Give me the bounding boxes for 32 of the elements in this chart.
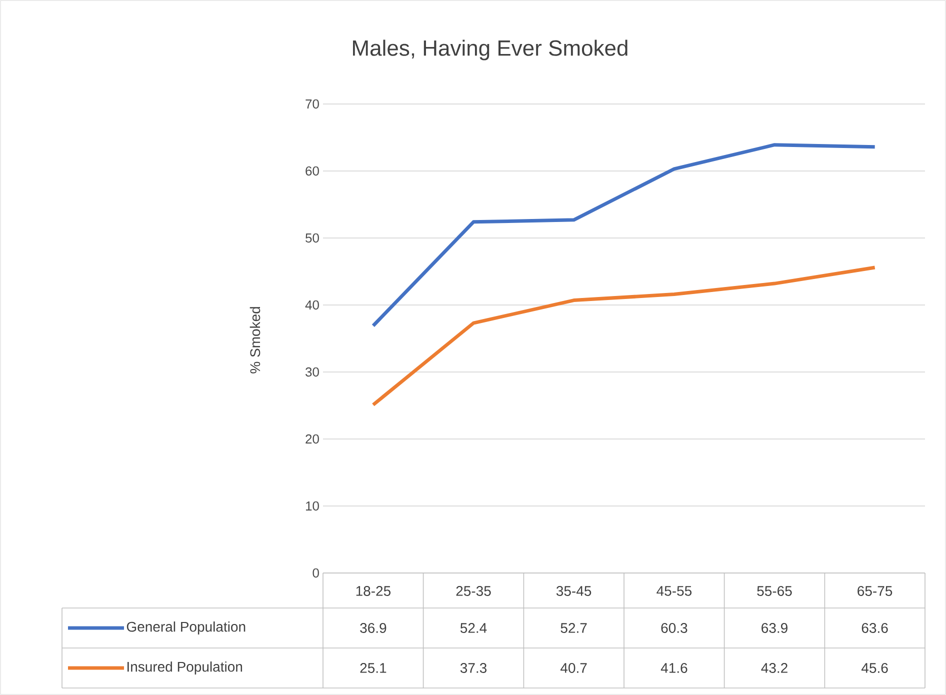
legend-label: General Population: [126, 621, 246, 635]
x-tick-label: 18-25: [356, 586, 391, 596]
data-label: 52.4: [460, 623, 487, 633]
data-label: 60.3: [661, 623, 688, 633]
chart-title: Males, Having Ever Smoked: [353, 40, 628, 60]
y-tick-label: 0: [312, 568, 319, 578]
line-series: [371, 266, 877, 407]
data-label: 36.9: [360, 623, 386, 633]
data-label: 45.6: [861, 663, 888, 673]
x-tick-label: 65-75: [858, 586, 892, 596]
data-label: 63.9: [762, 623, 788, 633]
data-label: 43.2: [761, 663, 788, 673]
legend-label: Insured Population: [127, 661, 242, 675]
data-label: 63.6: [862, 623, 888, 633]
data-label: 37.3: [460, 663, 487, 673]
x-tick-label: 55-65: [757, 586, 792, 596]
line-series: [371, 143, 877, 328]
y-tick-label: 40: [305, 300, 319, 310]
y-tick-label: 50: [306, 233, 319, 243]
y-axis-title: % Smoked: [250, 307, 260, 374]
y-tick-label: 30: [306, 367, 319, 377]
x-tick-label: 35-45: [556, 586, 592, 596]
y-tick-label: 10: [306, 501, 319, 511]
y-tick-label: 60: [306, 166, 319, 176]
x-tick-label: 25-35: [456, 586, 491, 596]
x-tick-label: 45-55: [656, 586, 692, 596]
y-tick-label: 70: [306, 99, 319, 109]
data-label: 40.7: [560, 663, 587, 673]
y-tick-label: 20: [306, 434, 319, 444]
data-label: 52.7: [560, 623, 587, 633]
data-label: 25.1: [360, 663, 386, 673]
data-label: 41.6: [660, 663, 688, 673]
